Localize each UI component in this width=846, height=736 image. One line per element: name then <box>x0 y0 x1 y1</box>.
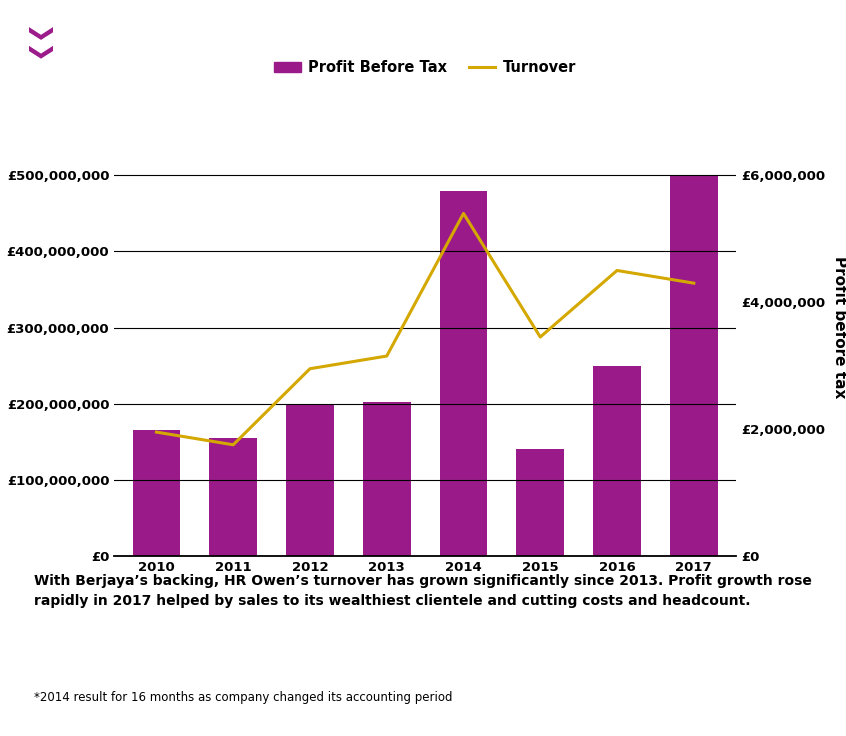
Bar <box>210 438 257 556</box>
Bar <box>363 402 410 556</box>
Legend: Profit Before Tax, Turnover: Profit Before Tax, Turnover <box>269 54 581 81</box>
Bar <box>670 175 717 556</box>
Bar <box>133 430 180 556</box>
Bar <box>286 403 334 556</box>
Y-axis label: Profit before tax: Profit before tax <box>832 256 846 399</box>
Text: ❮❮: ❮❮ <box>27 19 51 58</box>
Text: *2014 result for 16 months as company changed its accounting period: *2014 result for 16 months as company ch… <box>34 690 453 704</box>
Bar <box>593 366 640 556</box>
Text: HR OWEN TURNOVER AND PROFIT BEFORE TAX (2010-2017): HR OWEN TURNOVER AND PROFIT BEFORE TAX (… <box>63 29 764 49</box>
Text: With Berjaya’s backing, HR Owen’s turnover has grown significantly since 2013. P: With Berjaya’s backing, HR Owen’s turnov… <box>34 574 811 608</box>
Bar <box>516 449 564 556</box>
Bar <box>440 191 487 556</box>
